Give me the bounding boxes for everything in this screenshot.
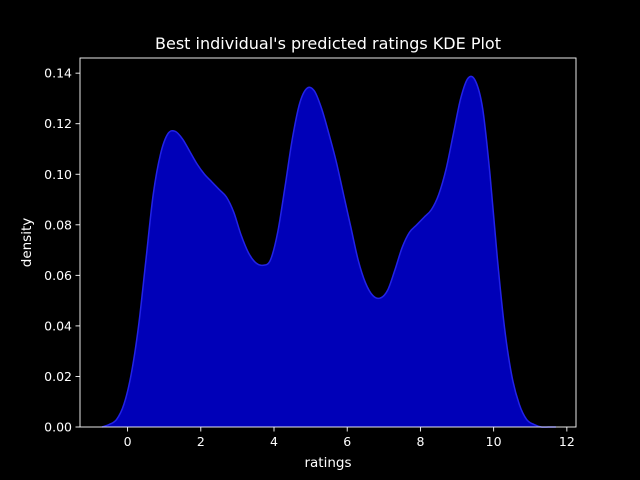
y-tick-label: 0.00 [44, 420, 72, 435]
x-tick-label: 10 [486, 434, 502, 449]
x-tick-label: 6 [343, 434, 351, 449]
y-tick-label: 0.06 [44, 268, 72, 283]
x-tick-label: 8 [416, 434, 424, 449]
kde-density-line [101, 75, 556, 428]
y-tick-label: 0.04 [44, 318, 72, 333]
plot-area [101, 75, 556, 428]
x-axis: 0 2 4 6 8 10 12 [124, 427, 575, 449]
x-tick-label: 4 [270, 434, 278, 449]
y-tick-label: 0.08 [44, 217, 72, 232]
x-tick-label: 2 [197, 434, 205, 449]
y-tick-label: 0.14 [44, 66, 72, 81]
kde-density-area [101, 76, 556, 428]
chart-title: Best individual's predicted ratings KDE … [155, 34, 501, 53]
x-axis-label: ratings [304, 455, 351, 471]
y-tick-label: 0.10 [44, 167, 72, 182]
y-axis-label: density [19, 218, 35, 268]
x-tick-label: 12 [559, 434, 575, 449]
y-tick-label: 0.12 [44, 116, 72, 131]
x-tick-label: 0 [124, 434, 132, 449]
y-tick-label: 0.02 [44, 369, 72, 384]
y-axis: 0.00 0.02 0.04 0.06 0.08 0.10 0.12 0.14 [44, 66, 80, 435]
plot-frame [79, 57, 577, 428]
